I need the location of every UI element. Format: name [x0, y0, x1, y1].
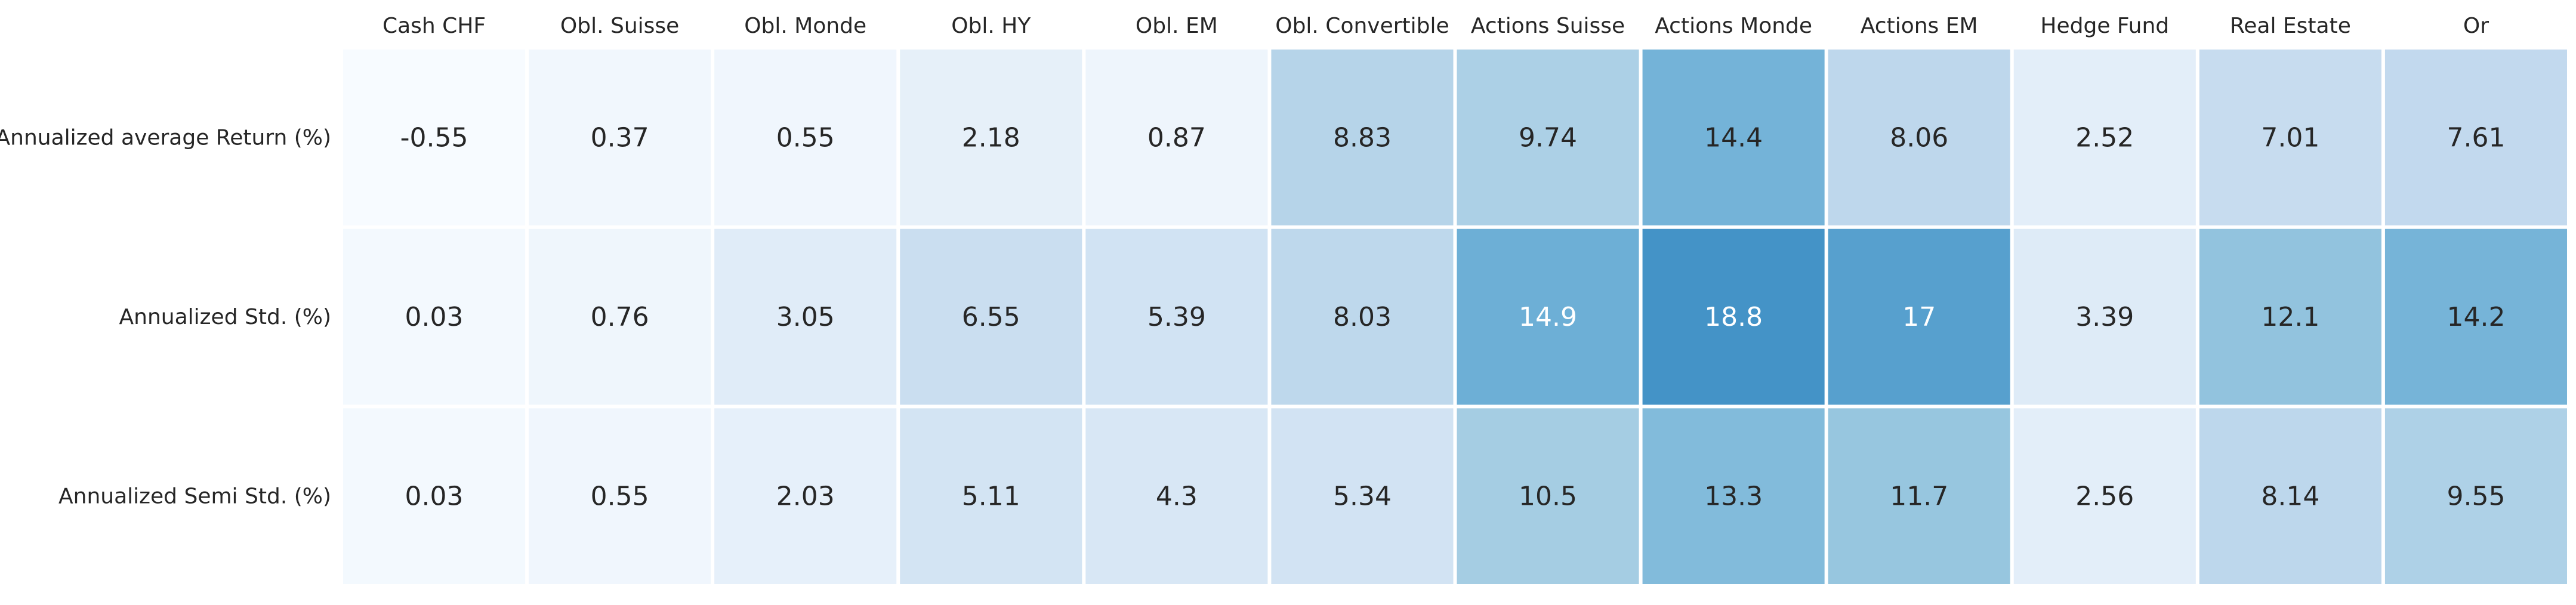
heatmap-cell — [1085, 229, 1268, 405]
heatmap-cell — [900, 229, 1082, 405]
cell-value-label: 14.9 — [1519, 302, 1577, 332]
heatmap-cell — [714, 50, 897, 226]
heatmap-cell — [714, 229, 897, 405]
cell-value-label: 12.1 — [2261, 302, 2319, 332]
row-label-annualized-average-return: Annualized average Return (%) — [0, 125, 331, 150]
heatmap-cell — [1642, 408, 1825, 584]
column-label-hedge-fund: Hedge Fund — [2040, 14, 2169, 38]
heatmap-cell — [529, 408, 711, 584]
heatmap-cell — [2013, 50, 2196, 226]
column-label-obl-monde: Obl. Monde — [744, 14, 866, 38]
heatmap-cell — [1828, 229, 2010, 405]
row-label-annualized-semi-std: Annualized Semi Std. (%) — [58, 484, 331, 509]
heatmap-cell — [1828, 50, 2010, 226]
cell-value-label: 8.83 — [1333, 122, 1392, 153]
heatmap-cell — [1085, 50, 1268, 226]
heatmap-cell — [1271, 408, 1454, 584]
column-label-obl-suisse: Obl. Suisse — [560, 14, 679, 38]
cell-value-label: 17 — [1902, 302, 1936, 332]
heatmap-cell — [529, 50, 711, 226]
cell-value-label: 2.03 — [776, 481, 835, 512]
heatmap-cell — [2384, 229, 2567, 405]
cell-value-label: 6.55 — [962, 302, 1020, 332]
cell-value-label: 0.76 — [591, 302, 649, 332]
heatmap-cell — [1271, 229, 1454, 405]
cell-value-label: 0.87 — [1147, 122, 1206, 153]
column-label-obl-em: Obl. EM — [1136, 14, 1218, 38]
heatmap-cell — [1457, 408, 1639, 584]
column-labels: Cash CHF Obl. Suisse Obl. Monde Obl. HY Obl.… — [382, 14, 2489, 38]
heatmap-cell — [343, 229, 526, 405]
cell-value-label: 18.8 — [1704, 302, 1763, 332]
heatmap-cells: -0.55 0.37 0.55 2.18 0.87 8.83 9.74 14.4 8.06 2.5… — [343, 50, 2567, 584]
column-label-or: Or — [2463, 14, 2489, 38]
heatmap-cell — [1457, 229, 1639, 405]
column-label-obl-hy: Obl. HY — [951, 14, 1031, 38]
cell-value-label: 0.55 — [591, 481, 649, 512]
heatmap-cell — [900, 408, 1082, 584]
cell-value-label: 5.11 — [962, 481, 1020, 512]
column-label-actions-monde: Actions Monde — [1655, 14, 1812, 38]
heatmap-cell — [2199, 408, 2381, 584]
column-label-obl-convertible: Obl. Convertible — [1275, 14, 1449, 38]
cell-value-label: 0.55 — [776, 122, 835, 153]
heatmap-cell — [2199, 229, 2381, 405]
cell-value-label: 9.55 — [2447, 481, 2505, 512]
heatmap-cell — [343, 50, 526, 226]
cell-value-label: 14.2 — [2447, 302, 2505, 332]
heatmap-cell — [1457, 50, 1639, 226]
cell-value-label: -0.55 — [400, 122, 468, 153]
heatmap-cell — [529, 229, 711, 405]
heatmap-cell — [2013, 408, 2196, 584]
cell-value-label: 8.06 — [1890, 122, 1948, 153]
heatmap-cell — [2384, 408, 2567, 584]
cell-value-label: 2.56 — [2075, 481, 2134, 512]
column-label-actions-suisse: Actions Suisse — [1471, 14, 1625, 38]
cell-value-label: 8.03 — [1333, 302, 1392, 332]
heatmap-cell — [714, 408, 897, 584]
cell-value-label: 9.74 — [1519, 122, 1577, 153]
heatmap-cell — [2199, 50, 2381, 226]
cell-value-label: 0.03 — [405, 302, 464, 332]
column-label-real-estate: Real Estate — [2230, 14, 2351, 38]
column-label-cash-chf: Cash CHF — [382, 14, 486, 38]
cell-value-label: 2.52 — [2075, 122, 2134, 153]
cell-value-label: 8.14 — [2261, 481, 2319, 512]
heatmap-cell — [1642, 50, 1825, 226]
cell-value-label: 5.39 — [1147, 302, 1206, 332]
row-labels: Annualized average Return (%) Annualized … — [0, 125, 331, 508]
heatmap-cell — [343, 408, 526, 584]
cell-value-label: 14.4 — [1704, 122, 1763, 153]
heatmap-cell — [1085, 408, 1268, 584]
heatmap-cell — [2384, 50, 2567, 226]
heatmap-cell — [900, 50, 1082, 226]
cell-value-label: 5.34 — [1333, 481, 1392, 512]
cell-value-label: 3.39 — [2075, 302, 2134, 332]
heatmap-cell — [2013, 229, 2196, 405]
heatmap-cell — [1642, 229, 1825, 405]
cell-value-label: 7.01 — [2261, 122, 2319, 153]
cell-value-label: 0.37 — [591, 122, 649, 153]
cell-value-label: 10.5 — [1519, 481, 1577, 512]
column-label-actions-em: Actions EM — [1861, 14, 1978, 38]
heatmap-cell — [1271, 50, 1454, 226]
cell-value-label: 2.18 — [962, 122, 1020, 153]
heatmap-cell — [1828, 408, 2010, 584]
cell-value-label: 11.7 — [1890, 481, 1948, 512]
cell-value-label: 7.61 — [2447, 122, 2505, 153]
row-label-annualized-std: Annualized Std. (%) — [119, 305, 331, 329]
cell-value-label: 0.03 — [405, 481, 464, 512]
cell-value-label: 4.3 — [1156, 481, 1198, 512]
cell-value-label: 13.3 — [1704, 481, 1763, 512]
cell-value-label: 3.05 — [776, 302, 835, 332]
